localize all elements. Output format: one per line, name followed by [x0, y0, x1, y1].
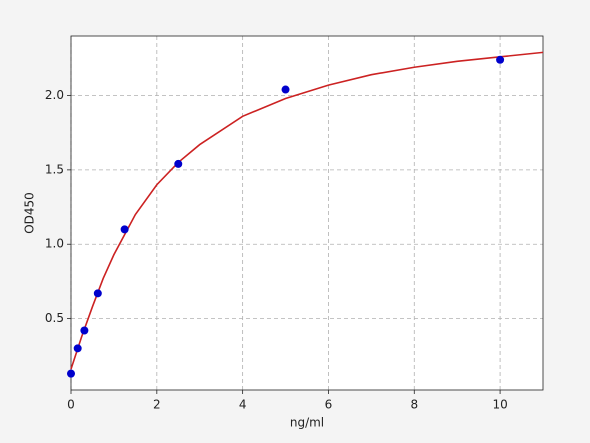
y-tick-label: 1.0 — [45, 237, 64, 251]
fit-curve — [70, 51, 544, 370]
data-point — [174, 159, 183, 168]
x-tick-label: 2 — [153, 398, 161, 412]
y-axis-label: OD450 — [23, 192, 37, 234]
data-point — [496, 55, 505, 64]
x-tick-label: 10 — [492, 398, 507, 412]
data-point — [120, 225, 129, 234]
data-point — [67, 369, 75, 378]
y-tick-label: 1.5 — [45, 162, 64, 176]
x-tick-label: 8 — [410, 398, 418, 412]
data-point — [281, 85, 290, 94]
data-point — [93, 289, 102, 298]
y-tick-label: 2.0 — [45, 88, 64, 102]
plot-frame — [70, 35, 544, 391]
y-tick-label: 0.5 — [45, 311, 64, 325]
data-point — [73, 344, 82, 353]
grid-layer — [70, 36, 543, 390]
x-tick-label: 4 — [239, 398, 247, 412]
plot-area — [71, 36, 543, 390]
data-point — [80, 326, 89, 335]
x-tick-label: 0 — [67, 398, 75, 412]
x-tick-label: 6 — [325, 398, 333, 412]
x-axis-label: ng/ml — [290, 416, 324, 430]
